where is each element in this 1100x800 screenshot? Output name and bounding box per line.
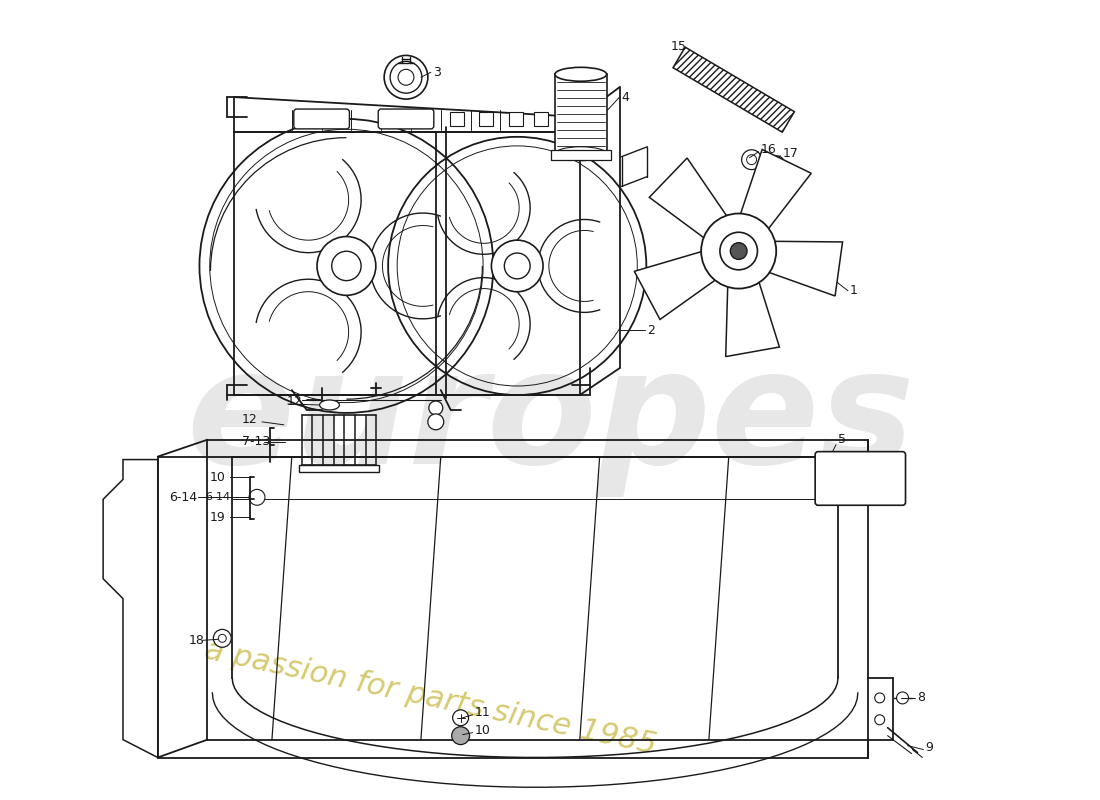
Ellipse shape bbox=[556, 67, 606, 82]
FancyBboxPatch shape bbox=[535, 112, 548, 126]
Circle shape bbox=[453, 710, 469, 726]
Circle shape bbox=[504, 253, 530, 279]
Polygon shape bbox=[551, 150, 611, 160]
Text: 12: 12 bbox=[242, 414, 257, 426]
Circle shape bbox=[896, 692, 909, 704]
FancyBboxPatch shape bbox=[480, 112, 494, 126]
Circle shape bbox=[701, 214, 777, 289]
Polygon shape bbox=[726, 282, 780, 357]
Text: 2: 2 bbox=[647, 324, 656, 337]
FancyBboxPatch shape bbox=[450, 112, 463, 126]
Polygon shape bbox=[103, 459, 157, 758]
FancyBboxPatch shape bbox=[378, 109, 433, 129]
Text: 19: 19 bbox=[209, 510, 226, 524]
Text: 3: 3 bbox=[432, 66, 441, 78]
Circle shape bbox=[730, 242, 747, 259]
Text: 18: 18 bbox=[188, 634, 205, 647]
Circle shape bbox=[428, 414, 443, 430]
Circle shape bbox=[429, 401, 442, 415]
Polygon shape bbox=[740, 150, 811, 229]
Circle shape bbox=[317, 237, 376, 295]
Text: 6-14: 6-14 bbox=[169, 491, 198, 504]
Circle shape bbox=[874, 693, 884, 703]
Text: 10: 10 bbox=[209, 471, 226, 484]
FancyBboxPatch shape bbox=[815, 452, 905, 506]
FancyBboxPatch shape bbox=[509, 112, 524, 126]
Circle shape bbox=[874, 714, 884, 725]
Circle shape bbox=[249, 490, 265, 506]
Text: 8: 8 bbox=[917, 691, 925, 705]
Text: 11: 11 bbox=[474, 706, 491, 719]
Ellipse shape bbox=[320, 400, 340, 410]
Text: a passion for parts since 1985: a passion for parts since 1985 bbox=[202, 636, 659, 760]
Circle shape bbox=[332, 251, 361, 281]
Polygon shape bbox=[635, 252, 715, 319]
Text: 5: 5 bbox=[838, 434, 846, 446]
Ellipse shape bbox=[556, 146, 606, 161]
Text: 16: 16 bbox=[760, 143, 777, 156]
Text: 15: 15 bbox=[671, 40, 688, 53]
Circle shape bbox=[218, 634, 227, 642]
Polygon shape bbox=[673, 47, 794, 132]
Text: 6-14: 6-14 bbox=[205, 492, 230, 502]
Text: europes: europes bbox=[186, 342, 914, 498]
FancyBboxPatch shape bbox=[294, 109, 350, 129]
Text: 7-13: 7-13 bbox=[242, 435, 271, 448]
Text: 12: 12 bbox=[287, 395, 303, 409]
Polygon shape bbox=[556, 74, 606, 154]
Polygon shape bbox=[299, 465, 380, 473]
Text: 4: 4 bbox=[621, 90, 629, 104]
Circle shape bbox=[492, 240, 543, 292]
Polygon shape bbox=[769, 242, 843, 296]
Text: 17: 17 bbox=[782, 147, 799, 160]
Circle shape bbox=[213, 630, 231, 647]
Text: 10: 10 bbox=[474, 724, 491, 737]
Text: 9: 9 bbox=[925, 741, 933, 754]
Polygon shape bbox=[649, 158, 726, 238]
Circle shape bbox=[719, 232, 758, 270]
Text: 1: 1 bbox=[850, 284, 858, 298]
Circle shape bbox=[452, 726, 470, 745]
